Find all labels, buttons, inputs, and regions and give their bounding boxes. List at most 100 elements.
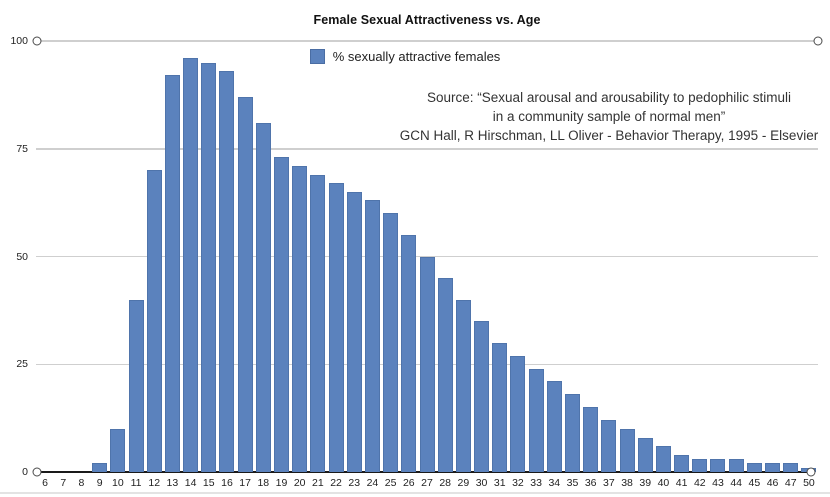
gridline-75 xyxy=(36,148,818,150)
source-line-1: Source: “Sexual arousal and arousability… xyxy=(427,90,791,105)
x-tick-label: 47 xyxy=(784,477,797,489)
x-tick-label: 44 xyxy=(730,477,742,489)
y-tick-label: 0 xyxy=(22,466,28,478)
x-tick-label: 36 xyxy=(584,477,597,489)
x-tick-label: 22 xyxy=(330,477,342,489)
bar xyxy=(528,368,544,472)
bar xyxy=(219,71,235,472)
x-tick-label: 20 xyxy=(293,477,306,489)
bar xyxy=(201,62,217,472)
bar xyxy=(619,428,635,472)
bar xyxy=(474,321,490,472)
x-tick-label: 35 xyxy=(566,477,579,489)
bar xyxy=(674,454,690,472)
bar xyxy=(637,437,653,472)
axis-endpoint-top-right xyxy=(813,36,823,46)
legend-label: % sexually attractive females xyxy=(332,49,501,64)
bar xyxy=(492,342,508,472)
x-tick-label: 31 xyxy=(493,477,506,489)
x-tick-label: 45 xyxy=(748,477,761,489)
y-tick-label: 75 xyxy=(16,142,28,155)
x-tick-label: 39 xyxy=(639,477,652,489)
bar xyxy=(728,459,744,472)
x-tick-label: 27 xyxy=(421,477,433,489)
x-tick-label: 43 xyxy=(712,477,724,489)
x-tick-label: 16 xyxy=(221,477,233,489)
x-tick-label: 42 xyxy=(693,477,706,489)
bar xyxy=(128,299,144,472)
bar xyxy=(274,157,289,472)
x-tick-label: 15 xyxy=(202,477,215,489)
x-tick-label: 34 xyxy=(548,477,561,489)
bar xyxy=(110,428,126,472)
bar xyxy=(583,407,599,472)
bar xyxy=(655,446,671,472)
x-tick-label: 11 xyxy=(130,477,142,489)
bar xyxy=(564,394,580,472)
chart-legend: % sexually attractive females xyxy=(0,49,810,64)
x-tick-label: 38 xyxy=(621,477,633,489)
x-tick-label: 10 xyxy=(111,477,124,489)
bar xyxy=(401,234,417,472)
x-tick-label: 50 xyxy=(803,477,815,489)
x-tick-label: 41 xyxy=(675,477,688,489)
bar xyxy=(746,463,762,472)
axis-endpoint-top-left xyxy=(32,36,42,46)
y-tick-label: 25 xyxy=(16,358,28,371)
x-tick-label: 8 xyxy=(78,477,85,489)
chart-title: Female Sexual Attractiveness vs. Age xyxy=(313,13,541,27)
bar xyxy=(255,122,271,472)
bar xyxy=(510,355,526,472)
bar xyxy=(346,191,362,472)
x-tick-label: 25 xyxy=(384,477,397,489)
page-bottom-edge xyxy=(0,492,830,494)
bar xyxy=(383,213,399,472)
bar xyxy=(783,463,799,472)
source-annotation: Source: “Sexual arousal and arousability… xyxy=(388,88,830,145)
x-tick-label: 26 xyxy=(402,477,415,489)
x-tick-label: 18 xyxy=(257,477,270,489)
x-tick-label: 23 xyxy=(348,477,361,489)
x-tick-label: 17 xyxy=(239,477,251,489)
source-line-2: in a community sample of normal men” xyxy=(492,109,726,124)
legend-swatch-icon xyxy=(309,49,325,64)
axis-endpoint-bottom-right xyxy=(806,467,816,477)
bar xyxy=(92,463,108,472)
bar xyxy=(546,381,562,472)
bar xyxy=(292,165,308,472)
x-tick-label: 30 xyxy=(475,477,488,489)
x-tick-label: 12 xyxy=(148,477,161,489)
x-tick-label: 33 xyxy=(530,477,542,489)
bar xyxy=(710,459,726,472)
x-axis-line xyxy=(36,471,812,473)
bar xyxy=(419,256,435,472)
bar xyxy=(437,278,453,472)
x-tick-label: 46 xyxy=(766,477,779,489)
y-tick-label: 100 xyxy=(10,35,28,47)
bar xyxy=(765,463,781,472)
x-tick-label: 29 xyxy=(457,477,470,489)
bar xyxy=(164,75,180,472)
x-tick-label: 28 xyxy=(439,477,452,489)
bar xyxy=(601,420,617,472)
bar xyxy=(692,459,708,472)
y-tick-label: 50 xyxy=(16,250,28,263)
x-tick-label: 32 xyxy=(512,477,524,489)
x-tick-label: 14 xyxy=(184,477,197,489)
x-tick-label: 13 xyxy=(166,477,179,489)
bar xyxy=(183,58,199,472)
x-tick-label: 19 xyxy=(275,477,288,489)
bar xyxy=(146,170,162,472)
bar xyxy=(328,183,344,472)
source-line-3: GCN Hall, R Hirschman, LL Oliver - Behav… xyxy=(399,128,819,143)
x-tick-label: 37 xyxy=(603,477,615,489)
x-tick-label: 6 xyxy=(42,477,48,489)
bar xyxy=(455,299,471,472)
bar xyxy=(237,97,253,472)
x-tick-label: 21 xyxy=(312,477,324,489)
x-tick-label: 40 xyxy=(657,477,670,489)
x-tick-label: 9 xyxy=(96,477,103,489)
x-tick-label: 24 xyxy=(366,477,379,489)
